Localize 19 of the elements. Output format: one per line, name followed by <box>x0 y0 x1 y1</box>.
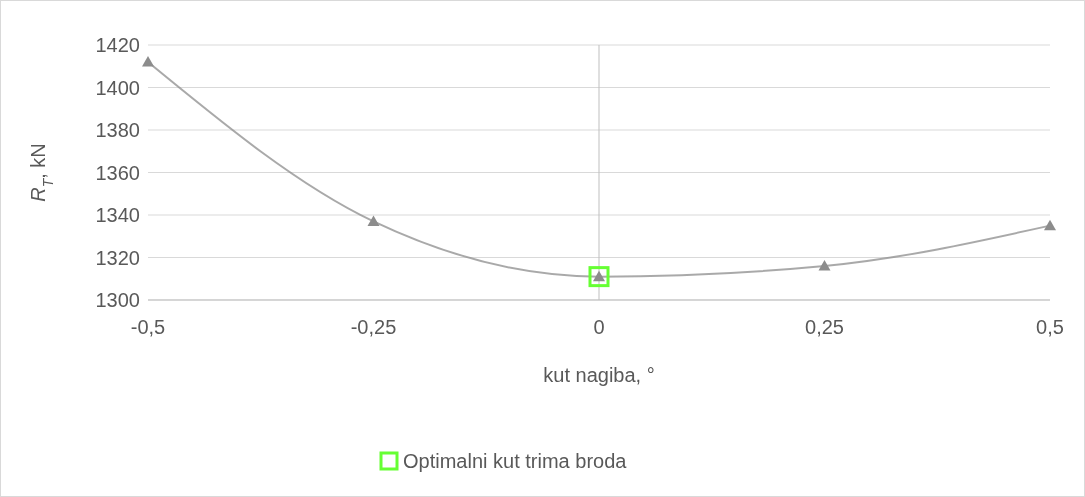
y-tick-label: 1420 <box>95 34 140 56</box>
point <box>1044 219 1056 231</box>
y-tick-label: 1360 <box>95 161 140 184</box>
y-tick-label: 1400 <box>95 76 140 99</box>
legend-label: Optimalni kut trima broda <box>403 450 628 472</box>
x-axis-title: kut nagiba, ° <box>543 364 655 386</box>
point <box>818 260 831 271</box>
y-tick-label: 1300 <box>95 289 140 311</box>
x-tick-label: 0,5 <box>1036 316 1064 338</box>
x-tick-label: -0,5 <box>130 316 166 338</box>
x-tick-label: 0,25 <box>805 316 844 338</box>
x-tick-label: -0,25 <box>350 316 397 338</box>
x-tick-label: 0 <box>593 316 605 338</box>
point <box>142 56 154 67</box>
y-tick-label: 1320 <box>95 246 140 269</box>
point <box>588 266 610 288</box>
y-tick-label: 1340 <box>95 204 140 226</box>
point <box>367 215 380 226</box>
y-tick-label: 1380 <box>95 119 140 141</box>
